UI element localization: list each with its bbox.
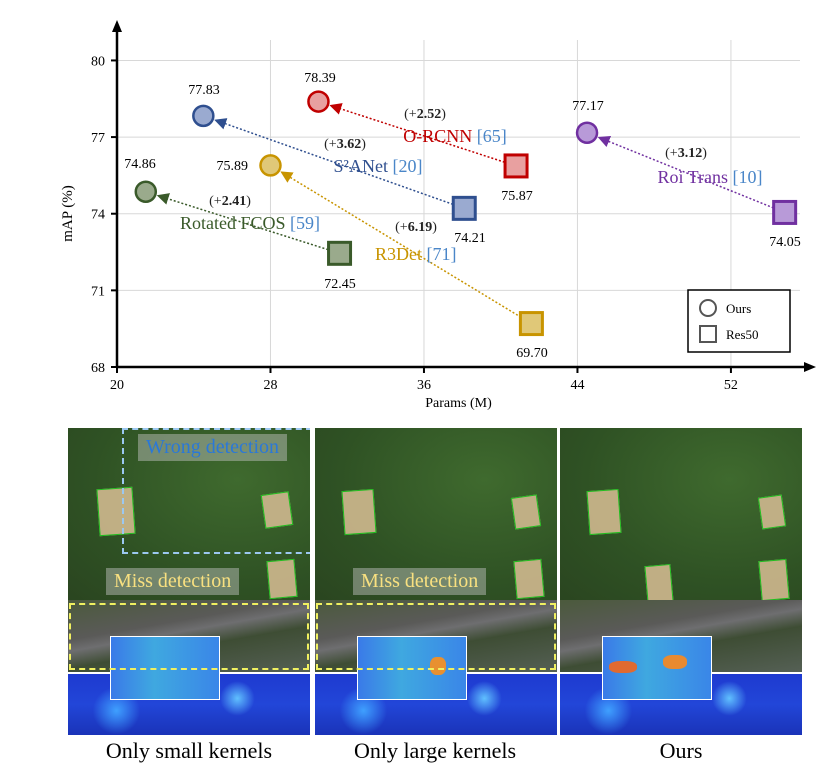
- field-image: [68, 428, 310, 600]
- y-axis-label: mAP (%): [60, 185, 76, 242]
- panel-small-kernels: Wrong detection Miss detection: [68, 428, 310, 735]
- x-tick-label: 20: [110, 378, 124, 393]
- ours-point: [192, 104, 215, 128]
- caption-large-kernels: Only large kernels: [353, 738, 517, 763]
- res50-value-label: 75.87: [501, 189, 533, 204]
- connector-arrow: [280, 171, 543, 331]
- x-tick-label: 52: [724, 378, 738, 393]
- connector-arrow: [214, 118, 476, 214]
- method-label: R3Det [71]: [375, 244, 457, 264]
- heatmap-inset: [602, 636, 712, 700]
- y-tick-label: 80: [91, 54, 105, 69]
- res50-point: [772, 199, 798, 225]
- y-tick-label: 71: [91, 284, 105, 299]
- caption-ours: Ours: [659, 738, 703, 763]
- y-tick-label: 74: [91, 208, 105, 223]
- panel-large-kernels: Miss detection: [315, 428, 557, 735]
- x-tick-label: 44: [570, 378, 584, 393]
- wrong-detection-box: [122, 428, 310, 554]
- method-label: S²ANet [20]: [334, 156, 423, 176]
- legend-ours-label: Ours: [726, 301, 751, 316]
- gain-label: (+3.12): [665, 146, 707, 161]
- ours-value-label: 75.89: [217, 159, 249, 174]
- ours-point: [575, 121, 599, 144]
- res50-point: [327, 240, 353, 266]
- res50-value-label: 69.70: [516, 346, 548, 361]
- method-label: O-RCNN [65]: [403, 126, 507, 146]
- caption-small-kernels: Only small kernels: [105, 738, 273, 763]
- ours-point: [307, 90, 330, 113]
- miss-detection-box: [69, 603, 309, 670]
- connector-arrow: [329, 103, 528, 171]
- miss-detection-label: Miss detection: [353, 568, 487, 595]
- x-tick-label: 36: [417, 378, 431, 393]
- legend-circle-icon: [699, 299, 717, 317]
- gain-label: (+2.52): [404, 107, 446, 122]
- gain-label: (+6.19): [395, 220, 437, 235]
- res50-point: [451, 195, 477, 221]
- y-axis-arrow: [112, 20, 122, 32]
- res50-point: [503, 153, 529, 179]
- x-tick-label: 28: [263, 378, 277, 393]
- res50-value-label: 72.45: [324, 277, 356, 292]
- wrong-detection-label: Wrong detection: [138, 434, 288, 461]
- miss-detection-label: Miss detection: [106, 568, 240, 595]
- legend-res50-label: Res50: [726, 327, 759, 342]
- y-tick-label: 68: [91, 361, 105, 376]
- res50-value-label: 74.05: [769, 235, 801, 250]
- scatter-chart: 68 71 74 77 80 20 28 36 44 52 Params (M) mAP (%) 78.…: [60, 20, 816, 411]
- x-axis-arrow: [804, 362, 816, 372]
- res50-value-label: 74.21: [454, 231, 486, 246]
- method-label: Roi Trans [10]: [657, 167, 762, 187]
- y-tick-label: 77: [91, 131, 105, 146]
- ours-value-label: 77.17: [572, 99, 604, 114]
- res50-point: [518, 311, 544, 337]
- ours-point: [134, 180, 158, 203]
- x-axis-label: Params (M): [425, 396, 492, 411]
- legend-square-icon: [699, 325, 717, 343]
- ours-point: [259, 154, 282, 177]
- gain-label: (+3.62): [324, 137, 366, 152]
- panel-ours: [560, 428, 802, 735]
- connector-arrow: [597, 135, 797, 218]
- connector-arrow: [156, 193, 352, 258]
- ours-value-label: 78.39: [304, 71, 336, 86]
- ours-value-label: 77.83: [188, 83, 220, 98]
- ours-value-label: 74.86: [124, 157, 156, 172]
- gain-label: (+2.41): [209, 194, 251, 209]
- method-label: Rotated FCOS [59]: [180, 213, 320, 233]
